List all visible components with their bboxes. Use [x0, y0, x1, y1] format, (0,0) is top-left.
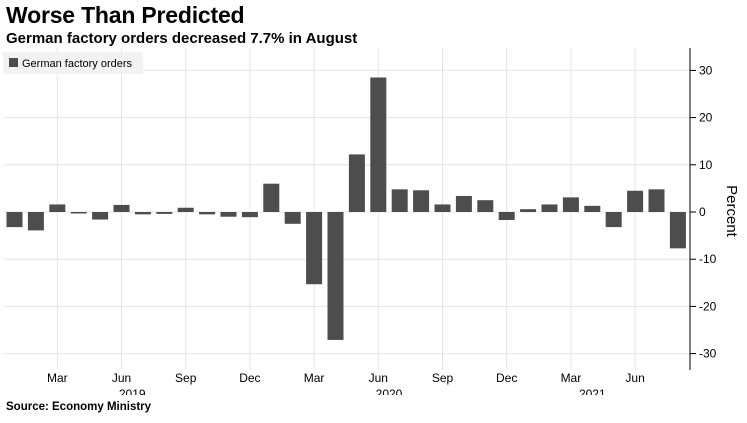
bar [648, 189, 665, 212]
bar [605, 212, 622, 228]
bar [584, 205, 601, 212]
y-tick-label: 10 [699, 158, 713, 172]
year-label: 2020 [376, 387, 403, 395]
bar [306, 212, 323, 285]
y-tick-label: -30 [699, 347, 717, 361]
bar [27, 212, 44, 231]
x-tick-label: Dec [496, 371, 517, 385]
bar [49, 204, 66, 212]
bar [327, 212, 344, 340]
year-label: 2019 [119, 387, 146, 395]
x-tick-label: Mar [561, 371, 582, 385]
bar [434, 204, 451, 212]
y-tick-labels: 30 20 10 0 -10 -20 -30 [699, 63, 717, 360]
legend-swatch [9, 58, 18, 67]
y-tick-marks [690, 69, 696, 355]
bar [391, 189, 408, 212]
bar [70, 212, 87, 214]
x-tick-labels: Mar Jun Sep Dec Mar Jun Sep Dec Mar Jun [47, 371, 645, 385]
bar-chart: 30 20 10 0 -10 -20 -30 Mar Jun Sep Dec Mar Jun Sep De… [3, 48, 740, 395]
y-tick-label: 20 [699, 111, 713, 125]
y-axis-title: Percent [723, 185, 740, 238]
y-tick-label: 30 [699, 63, 713, 77]
bar [477, 200, 494, 212]
bar [498, 212, 515, 221]
x-tick-label: Dec [239, 371, 260, 385]
legend: German factory orders [3, 52, 143, 74]
bar [562, 197, 579, 212]
bar [6, 212, 23, 228]
bar [348, 154, 365, 212]
bar [156, 212, 173, 214]
bar [92, 212, 109, 220]
x-tick-label: Sep [175, 371, 197, 385]
bar [370, 77, 387, 212]
x-tick-label: Sep [432, 371, 454, 385]
bar [669, 212, 686, 249]
bars [6, 77, 686, 340]
x-tick-label: Mar [47, 371, 68, 385]
bar [627, 190, 644, 212]
bar [413, 190, 430, 212]
year-labels: 2019 2020 2021 [119, 387, 606, 395]
bar [455, 195, 472, 212]
bar [113, 204, 130, 212]
bar [263, 183, 280, 212]
bar [134, 212, 151, 215]
source-note: Source: Economy Ministry [6, 401, 152, 413]
bar [241, 212, 258, 218]
bar [220, 212, 237, 217]
y-tick-label: 0 [699, 205, 706, 219]
x-tick-label: Jun [112, 371, 131, 385]
x-tick-label: Jun [625, 371, 644, 385]
chart-title: Worse Than Predicted [6, 2, 245, 28]
bar [284, 212, 301, 224]
bar [541, 204, 558, 212]
legend-background [3, 52, 143, 74]
x-tick-label: Mar [304, 371, 325, 385]
y-tick-label: -20 [699, 299, 717, 313]
legend-label: German factory orders [22, 58, 133, 70]
bar [199, 212, 216, 215]
year-label: 2021 [579, 387, 606, 395]
bar [520, 209, 537, 212]
bar [177, 207, 194, 212]
x-tick-label: Jun [369, 371, 388, 385]
chart-subtitle: German factory orders decreased 7.7% in … [6, 30, 358, 47]
y-tick-label: -10 [699, 252, 717, 266]
